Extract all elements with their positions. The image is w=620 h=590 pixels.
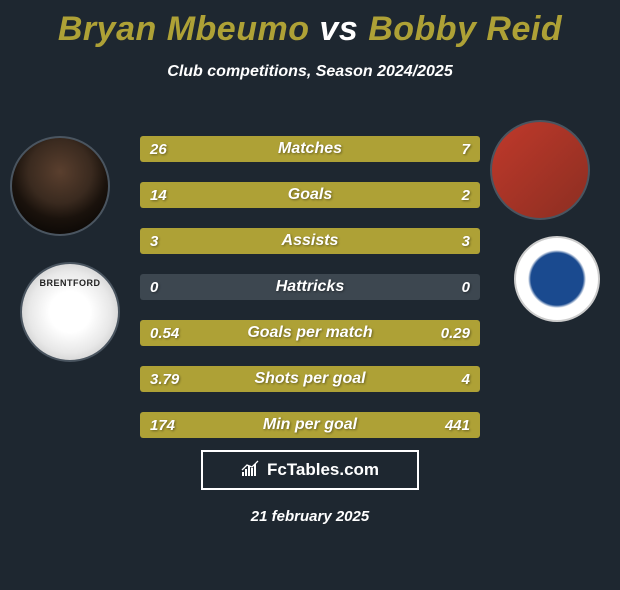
- title-vs: vs: [319, 10, 358, 48]
- stat-row: 0Hattricks0: [140, 274, 480, 300]
- stat-value-right: 0.29: [441, 320, 470, 346]
- club-left-label: BRENTFORD: [22, 278, 118, 288]
- stat-row: 174Min per goal441: [140, 412, 480, 438]
- stat-value-right: 441: [445, 412, 470, 438]
- stat-label: Min per goal: [140, 412, 480, 438]
- stat-value-right: 4: [462, 366, 470, 392]
- player2-club-crest: [514, 236, 600, 322]
- stat-row: 3Assists3: [140, 228, 480, 254]
- stats-container: 26Matches7 14Goals2 3Assists3 0Hattricks0 0.…: [140, 136, 480, 458]
- stat-row: 14Goals2: [140, 182, 480, 208]
- stat-row: 0.54Goals per match0.29: [140, 320, 480, 346]
- stat-label: Matches: [140, 136, 480, 162]
- stat-value-right: 3: [462, 228, 470, 254]
- stat-value-right: 0: [462, 274, 470, 300]
- brand-logo-icon: [241, 460, 261, 481]
- brand-text: FcTables.com: [267, 460, 379, 480]
- subtitle: Club competitions, Season 2024/2025: [0, 63, 620, 81]
- title-player2: Bobby Reid: [368, 10, 562, 48]
- title-player1: Bryan Mbeumo: [58, 10, 310, 48]
- player2-avatar: [490, 120, 590, 220]
- stat-row: 26Matches7: [140, 136, 480, 162]
- stat-label: Shots per goal: [140, 366, 480, 392]
- stat-label: Goals: [140, 182, 480, 208]
- footer-brand-box: FcTables.com: [201, 450, 419, 490]
- stat-value-right: 7: [462, 136, 470, 162]
- player1-club-crest: BRENTFORD: [20, 262, 120, 362]
- stat-label: Goals per match: [140, 320, 480, 346]
- comparison-title: Bryan Mbeumo vs Bobby Reid: [0, 10, 620, 49]
- player1-avatar: [10, 136, 110, 236]
- stat-row: 3.79Shots per goal4: [140, 366, 480, 392]
- stat-value-right: 2: [462, 182, 470, 208]
- stat-label: Assists: [140, 228, 480, 254]
- footer-date: 21 february 2025: [0, 508, 620, 525]
- stat-label: Hattricks: [140, 274, 480, 300]
